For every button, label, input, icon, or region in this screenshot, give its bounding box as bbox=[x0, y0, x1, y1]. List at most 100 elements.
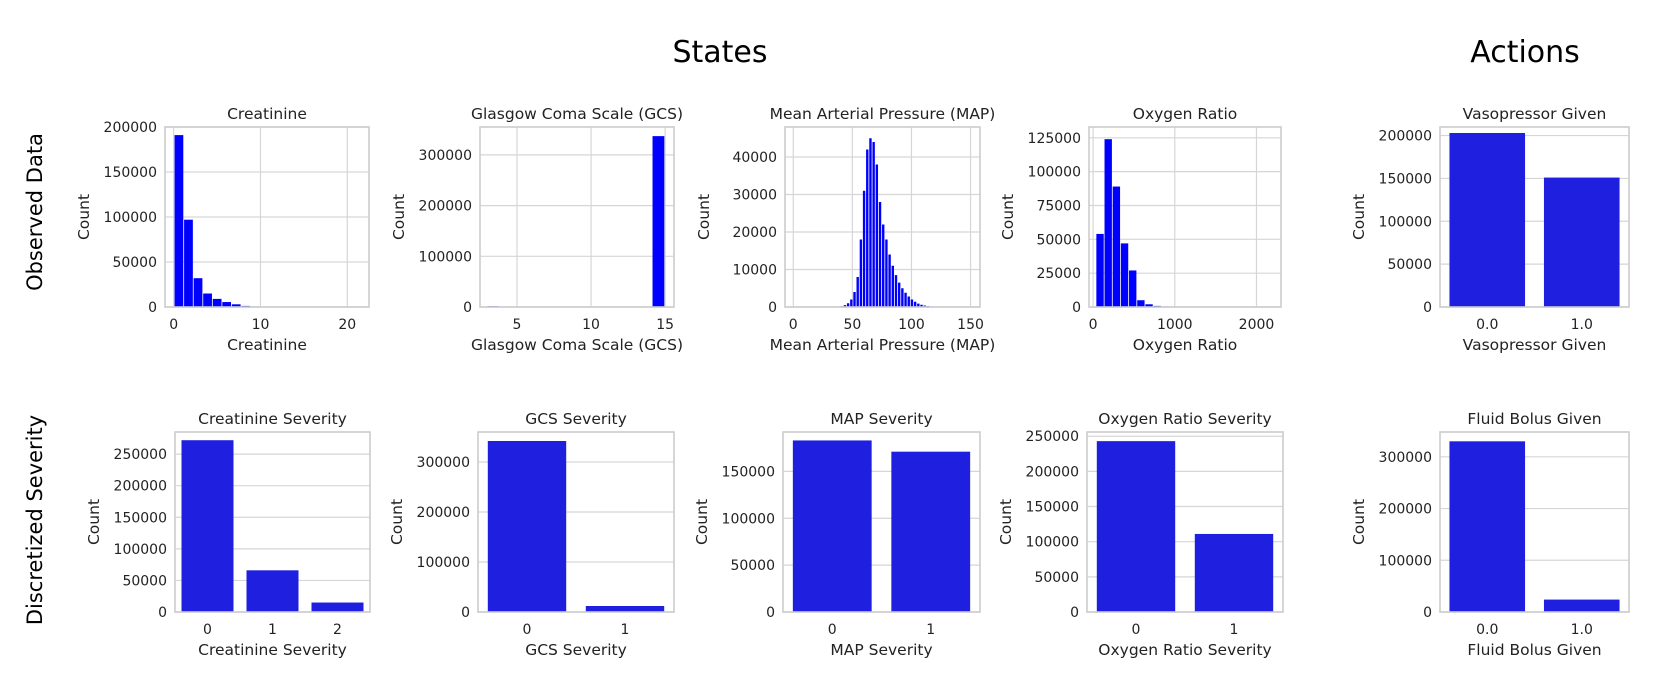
x-axis-label: GCS Severity bbox=[525, 641, 627, 659]
y-tick-label: 250000 bbox=[1026, 429, 1079, 445]
y-tick-label: 300000 bbox=[419, 148, 472, 164]
section-title-actions: Actions bbox=[1470, 35, 1580, 70]
x-axis-label: Fluid Bolus Given bbox=[1467, 641, 1601, 659]
bar-creatinine_sev-0 bbox=[181, 440, 234, 612]
bar-map-2 bbox=[846, 303, 850, 307]
bar-map-23 bbox=[913, 301, 917, 307]
y-tick-label: 150000 bbox=[1026, 500, 1079, 516]
chart-title: Oxygen Ratio bbox=[1133, 105, 1237, 123]
chart-title: Glasgow Coma Scale (GCS) bbox=[471, 105, 683, 123]
x-tick-label: 0 bbox=[203, 622, 212, 638]
bar-map-18 bbox=[897, 282, 901, 307]
y-tick-label: 200000 bbox=[1379, 502, 1432, 518]
x-axis-label: Creatinine bbox=[227, 336, 307, 354]
x-tick-label: 1.0 bbox=[1571, 317, 1593, 333]
x-axis-label: MAP Severity bbox=[830, 641, 932, 659]
chart-title: Vasopressor Given bbox=[1463, 105, 1607, 123]
bar-map-5 bbox=[856, 277, 859, 307]
bar-map-7 bbox=[862, 190, 866, 307]
y-tick-label: 0 bbox=[461, 605, 470, 621]
bar-map-17 bbox=[894, 275, 898, 307]
plot-frame-gcs bbox=[479, 126, 675, 308]
y-tick-label: 0 bbox=[1072, 300, 1081, 316]
plot-frame-vasopressor bbox=[1439, 126, 1630, 308]
bar-creatinine-2 bbox=[193, 278, 203, 307]
bar-map_sev-0 bbox=[792, 440, 872, 612]
chart-gcs: 0 100000 200000 300000 5 10 15 Glasgow Coma Sca… bbox=[390, 105, 683, 354]
bar-gcs-3 bbox=[652, 136, 665, 307]
y-axis-label: Count bbox=[75, 194, 93, 240]
y-tick-label: 100000 bbox=[104, 210, 157, 226]
chart-fluid: 0 100000 200000 300000 0.0 1.0 Fluid Bolus Giv… bbox=[1350, 410, 1630, 659]
bar-map-10 bbox=[872, 142, 875, 307]
bar-gcs_sev-1 bbox=[585, 606, 665, 612]
y-axis-label: Count bbox=[85, 499, 103, 545]
y-tick-label: 100000 bbox=[417, 555, 470, 571]
plot-frame-oxygen_sev bbox=[1086, 431, 1284, 613]
x-tick-label: 1.0 bbox=[1571, 622, 1593, 638]
y-tick-label: 50000 bbox=[1387, 257, 1432, 273]
x-tick-label: 50 bbox=[843, 317, 861, 333]
x-tick-label: 1 bbox=[621, 622, 630, 638]
bar-map-8 bbox=[866, 149, 869, 307]
plot-frame-creatinine bbox=[164, 126, 370, 308]
bar-oxygen_sev-0 bbox=[1096, 441, 1176, 612]
bar-map-14 bbox=[885, 239, 888, 307]
y-tick-label: 40000 bbox=[732, 150, 777, 166]
x-tick-label: 150 bbox=[957, 317, 984, 333]
y-tick-label: 200000 bbox=[1379, 129, 1432, 145]
x-tick-label: 0 bbox=[1132, 622, 1141, 638]
bar-map-3 bbox=[850, 299, 853, 307]
x-axis-label: Mean Arterial Pressure (MAP) bbox=[770, 336, 996, 354]
plot-frame-fluid bbox=[1439, 431, 1630, 613]
bar-oxygen-0 bbox=[1096, 233, 1104, 307]
y-tick-label: 75000 bbox=[1036, 198, 1081, 214]
bar-creatinine-5 bbox=[222, 302, 232, 307]
bar-vasopressor-1.0 bbox=[1543, 177, 1620, 307]
y-tick-label: 10000 bbox=[732, 263, 777, 279]
y-tick-label: 100000 bbox=[1028, 165, 1081, 181]
bar-fluid-1.0 bbox=[1543, 599, 1620, 612]
x-axis-label: Oxygen Ratio Severity bbox=[1098, 641, 1271, 659]
x-tick-label: 5 bbox=[513, 317, 522, 333]
x-tick-label: 0 bbox=[789, 317, 798, 333]
x-axis-label: Vasopressor Given bbox=[1463, 336, 1607, 354]
bar-map-16 bbox=[891, 265, 894, 307]
y-tick-label: 0 bbox=[463, 300, 472, 316]
bar-creatinine-1 bbox=[184, 219, 193, 307]
y-tick-label: 200000 bbox=[1026, 464, 1079, 480]
y-tick-label: 100000 bbox=[1379, 214, 1432, 230]
bar-oxygen-6 bbox=[1145, 304, 1153, 307]
bar-gcs_sev-0 bbox=[487, 441, 567, 612]
x-axis-label: Creatinine Severity bbox=[198, 641, 347, 659]
chart-gcs_sev: 0 100000 200000 300000 0 1 GCS Severity GCS Sev… bbox=[388, 410, 675, 659]
y-tick-label: 200000 bbox=[104, 120, 157, 136]
x-tick-label: 2000 bbox=[1239, 317, 1275, 333]
x-tick-label: 1 bbox=[926, 622, 935, 638]
bar-map-9 bbox=[869, 138, 872, 307]
bar-map-21 bbox=[907, 296, 910, 307]
chart-vasopressor: 0 50000 100000 150000 200000 0.0 1.0 Vasopresso… bbox=[1350, 105, 1630, 354]
x-tick-label: 1000 bbox=[1157, 317, 1193, 333]
y-tick-label: 150000 bbox=[1379, 171, 1432, 187]
y-tick-label: 300000 bbox=[417, 455, 470, 471]
y-axis-label: Count bbox=[695, 194, 713, 240]
y-axis-label: Count bbox=[1350, 194, 1368, 240]
y-tick-label: 20000 bbox=[732, 225, 777, 241]
y-tick-label: 30000 bbox=[732, 188, 777, 204]
y-tick-label: 0 bbox=[148, 300, 157, 316]
chart-title: Fluid Bolus Given bbox=[1467, 410, 1601, 428]
y-tick-label: 100000 bbox=[114, 542, 167, 558]
chart-map: 0 10000 20000 30000 40000 0 50 100 150 Mean Arter… bbox=[695, 105, 995, 354]
bar-map-24 bbox=[917, 303, 920, 307]
row-label-discretized: Discretized Severity bbox=[23, 415, 47, 625]
x-tick-label: 1 bbox=[268, 622, 277, 638]
y-tick-label: 200000 bbox=[114, 479, 167, 495]
chart-title: GCS Severity bbox=[525, 410, 627, 428]
bar-oxygen-2 bbox=[1112, 186, 1121, 307]
x-tick-label: 0.0 bbox=[1476, 317, 1498, 333]
y-tick-label: 0 bbox=[158, 605, 167, 621]
bar-fluid-0.0 bbox=[1449, 441, 1526, 612]
